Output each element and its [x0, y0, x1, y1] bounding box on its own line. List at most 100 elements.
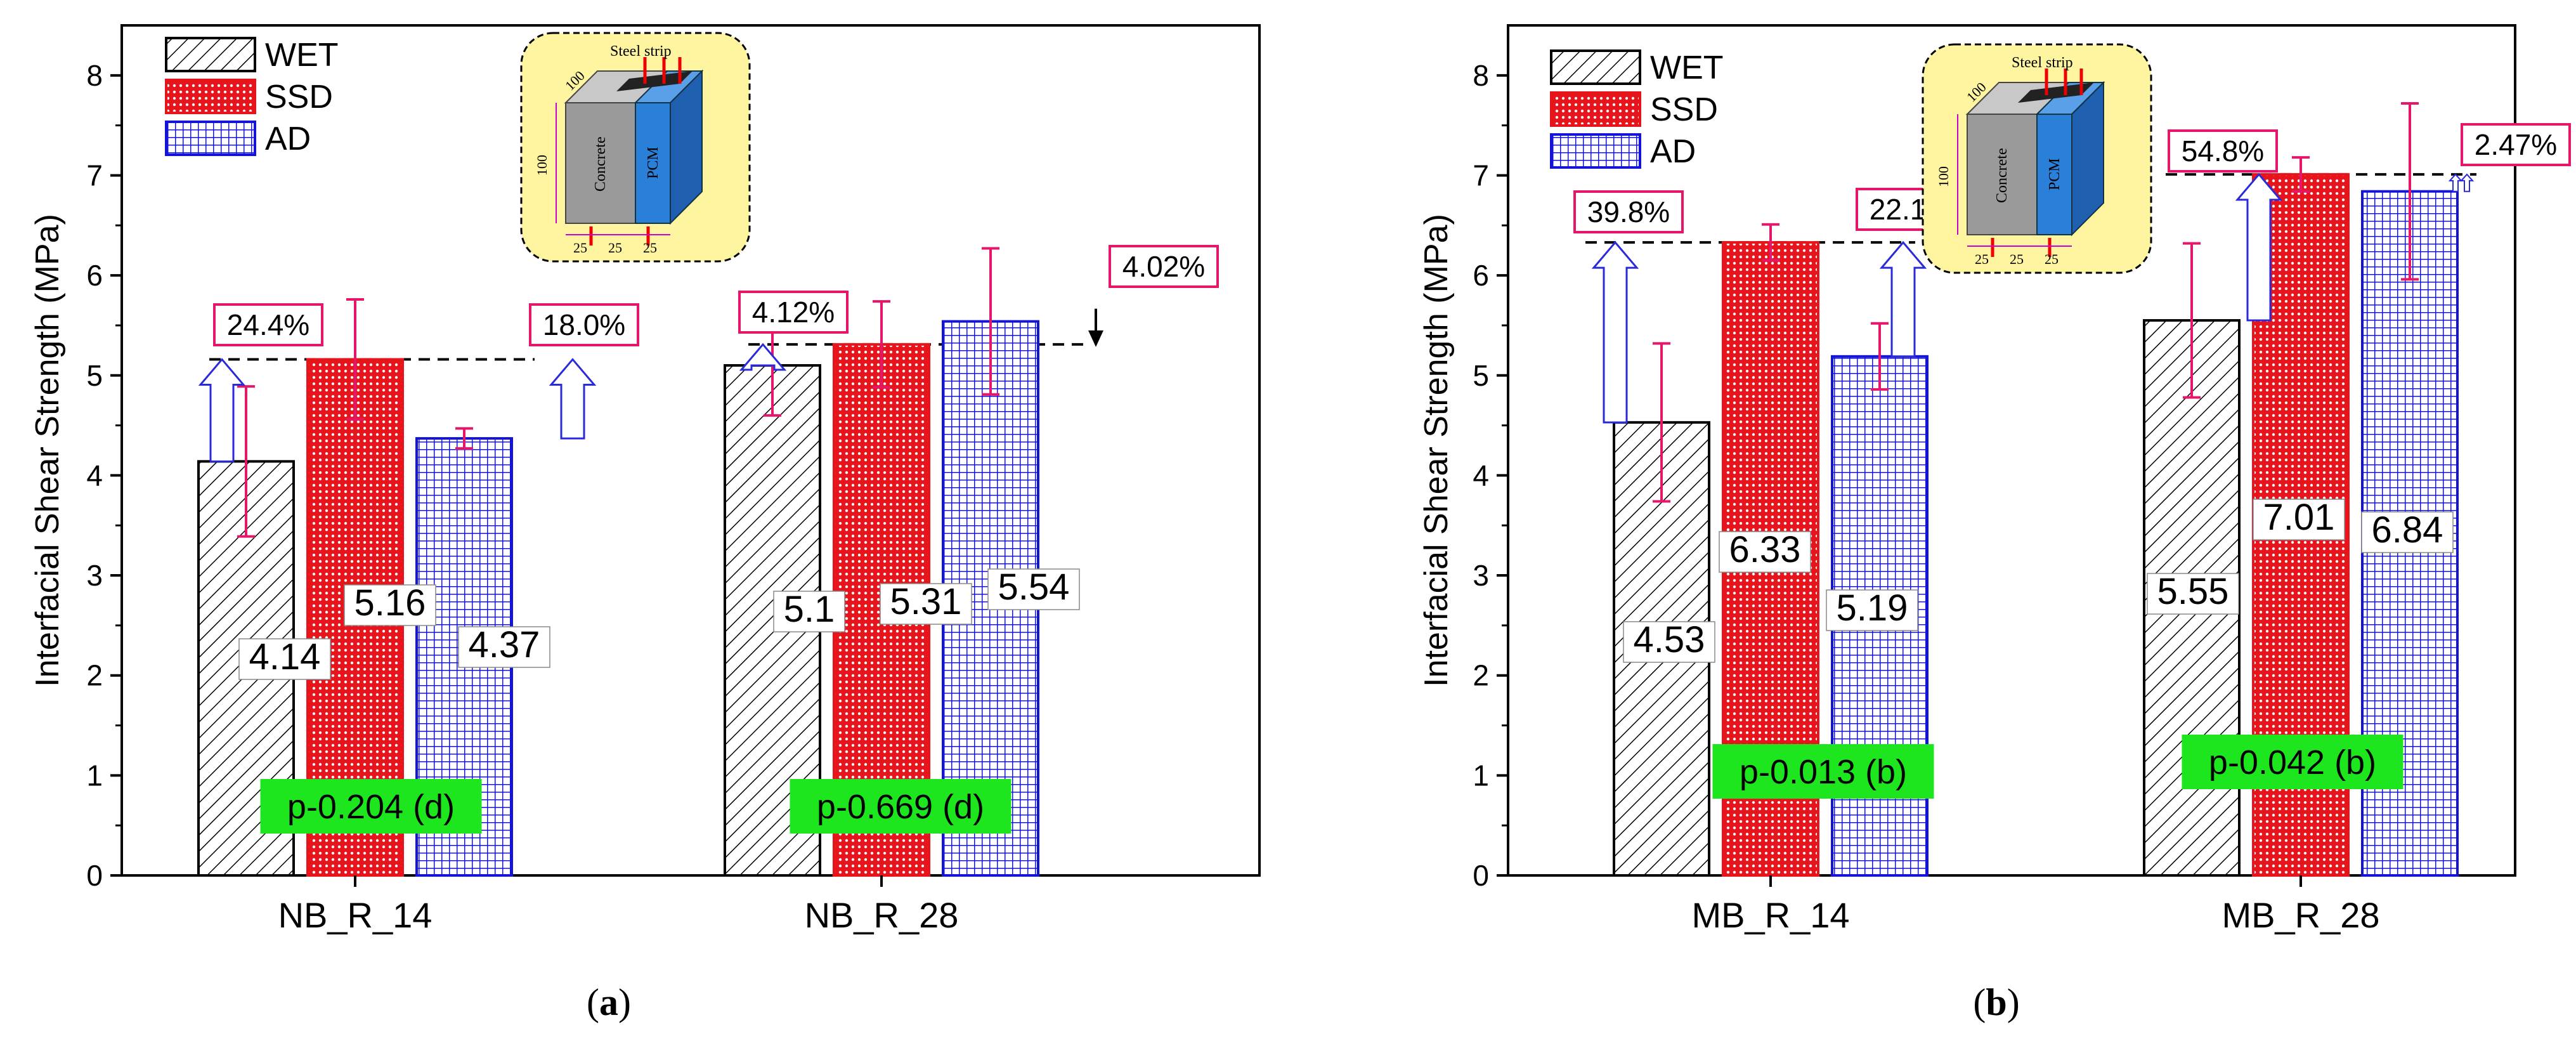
category-label: MB_R_14	[1691, 895, 1849, 935]
legend-swatch-ad	[1550, 133, 1641, 169]
p-value-text: p-0.042 (b)	[2209, 743, 2376, 782]
percent-box	[2168, 129, 2278, 173]
inset-dim-25: 25	[608, 240, 622, 256]
y-tick-label: 6	[86, 259, 103, 292]
percent-badge: 24.4%	[213, 303, 323, 346]
steel-strip	[616, 71, 693, 91]
p-value-bg	[2182, 735, 2404, 789]
pcm-side	[2071, 81, 2104, 237]
value-label-box	[458, 626, 550, 668]
value-label-text: 6.84	[2372, 509, 2443, 551]
value-label-text: 5.31	[890, 581, 962, 622]
category-label: MB_R_28	[2221, 895, 2379, 935]
y-axis-b: 0 1 2 3 4 5 6 7 8	[1473, 59, 1508, 892]
value-label-text: 5.19	[1837, 587, 1908, 629]
value-label-text: 4.37	[469, 624, 540, 665]
percent-box	[529, 303, 639, 346]
increase-arrows-a	[198, 308, 1103, 462]
inset-dim-25: 25	[573, 240, 587, 256]
value-label-box	[880, 583, 972, 625]
panel-label-b: (b)	[1973, 981, 2019, 1023]
inset-label-pcm: PCM	[645, 147, 661, 179]
y-tick-label: 7	[1473, 159, 1489, 192]
legend-swatch-wet	[1550, 49, 1641, 85]
value-label-text: 4.14	[249, 636, 321, 678]
y-tick-label: 2	[86, 659, 103, 692]
value-label-text: 5.16	[355, 582, 426, 624]
legend-label-ad: AD	[1650, 133, 1696, 170]
value-label-box	[773, 591, 845, 632]
y-tick-label: 4	[86, 459, 103, 492]
small-up-arrow	[2459, 173, 2475, 192]
percent-box	[213, 303, 323, 346]
category-labels-a: NB_R_14 NB_R_28	[278, 875, 958, 935]
value-label: 5.55	[2147, 571, 2239, 615]
inset-label-steel-strip: Steel strip	[610, 43, 672, 60]
value-label-box	[344, 584, 436, 626]
inset-dim-25: 25	[1975, 251, 1989, 267]
hollow-up-arrow	[2235, 173, 2283, 322]
value-label-text: 4.53	[1634, 619, 1705, 660]
y-tick-label: 7	[86, 159, 103, 192]
value-labels-b: 4.53 6.33 5.19 5.55 7.01 6.84	[1623, 497, 2454, 663]
inset-dim-25: 25	[643, 240, 657, 256]
value-label-box	[987, 568, 1080, 610]
y-axis-label-a: Interfacial Shear Strength (MPa)	[29, 214, 66, 687]
inset-dim-25: 25	[2010, 251, 2024, 267]
y-tick-label: 5	[86, 359, 103, 392]
legend-a: WET SSD AD	[165, 37, 339, 157]
p-value-bg	[790, 779, 1012, 834]
increase-arrows-b	[1591, 173, 2475, 424]
value-label-text: 6.33	[1729, 529, 1801, 570]
inset-dim-25: 25	[2045, 251, 2059, 267]
value-label: 5.54	[987, 566, 1080, 610]
value-label: 7.01	[2253, 497, 2345, 540]
p-value-badge: p-0.669 (d)	[790, 779, 1012, 834]
percent-text: 54.8%	[2182, 134, 2264, 167]
value-label-text: 5.54	[998, 566, 1070, 608]
value-label: 5.1	[773, 589, 845, 632]
value-labels-a: 4.14 5.16 4.37 5.1 5.31 5.54	[238, 566, 1080, 680]
panel-b-chart: 0 1 2 3 4 5 6 7 8 Interfacial Shear Strength (MP…	[1418, 24, 2571, 1023]
value-label-box	[2253, 499, 2345, 540]
inset-label-concrete: Concrete	[1994, 148, 2010, 203]
down-arrow-head	[1088, 330, 1103, 347]
legend-swatch-ssd	[1550, 91, 1641, 127]
p-value-text: p-0.669 (d)	[817, 788, 984, 826]
p-value-badge: p-0.013 (b)	[1712, 744, 1934, 799]
value-label-text: 5.55	[2157, 571, 2229, 612]
y-tick-label: 1	[86, 759, 103, 792]
percent-box	[1573, 190, 1684, 233]
value-label-box	[238, 638, 331, 680]
legend-label-ssd: SSD	[265, 79, 333, 115]
pcm-side	[670, 69, 703, 225]
inset-label-steel-strip: Steel strip	[2012, 55, 2073, 71]
p-value-text: p-0.204 (d)	[287, 788, 455, 826]
value-label: 4.37	[458, 624, 550, 668]
p-value-badge: p-0.042 (b)	[2182, 735, 2404, 789]
legend-swatch-ssd	[165, 79, 256, 114]
y-tick-label: 8	[86, 59, 103, 92]
y-tick-label: 8	[1473, 59, 1489, 92]
percent-text: 4.02%	[1122, 250, 1205, 283]
y-tick-label: 3	[86, 559, 103, 592]
p-value-labels-b: p-0.013 (b) p-0.042 (b)	[1712, 735, 2404, 799]
p-value-badge: p-0.204 (d)	[260, 779, 482, 834]
legend-swatch-wet	[165, 37, 256, 72]
percent-badge: 54.8%	[2168, 129, 2278, 173]
value-label: 5.19	[1826, 587, 1918, 631]
y-axis-a: 0 1 2 3 4 5 6 7 8	[86, 59, 122, 892]
value-label-text: 7.01	[2263, 497, 2335, 538]
category-labels-b: MB_R_14 MB_R_28	[1691, 875, 2380, 935]
inset-label-pcm: PCM	[2046, 158, 2063, 190]
plot-frame-b	[1507, 24, 2516, 877]
value-label-text: 5.1	[784, 589, 835, 630]
percent-box	[1109, 245, 1219, 288]
category-label: NB_R_14	[278, 895, 433, 935]
percent-badge: 2.47%	[2461, 123, 2571, 166]
y-tick-label: 3	[1473, 559, 1489, 592]
y-tick-label: 2	[1473, 659, 1489, 692]
